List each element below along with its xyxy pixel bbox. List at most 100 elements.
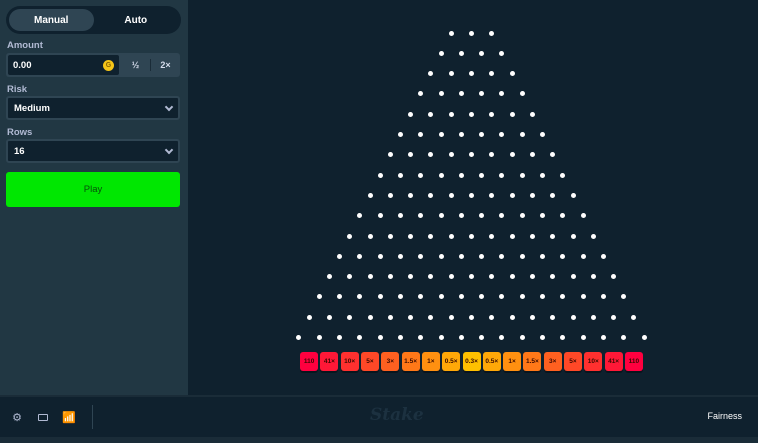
peg — [611, 314, 617, 320]
peg — [509, 274, 515, 280]
peg — [448, 71, 454, 77]
peg — [458, 50, 464, 56]
peg — [438, 294, 444, 300]
peg — [621, 294, 627, 300]
peg — [560, 253, 566, 259]
peg — [357, 213, 363, 219]
peg — [469, 30, 474, 36]
peg — [428, 233, 434, 239]
peg — [438, 172, 444, 178]
peg — [540, 294, 546, 300]
peg — [540, 213, 546, 219]
peg — [367, 314, 373, 320]
peg — [397, 294, 403, 300]
peg — [469, 71, 474, 77]
peg — [621, 335, 627, 340]
multiplier-bucket: 5× — [564, 352, 582, 371]
peg — [387, 314, 393, 320]
peg — [540, 335, 546, 340]
peg — [479, 253, 485, 259]
peg — [540, 132, 546, 137]
peg — [499, 91, 505, 97]
peg — [580, 253, 586, 259]
peg — [590, 233, 596, 239]
peg — [550, 314, 556, 320]
peg — [458, 253, 464, 259]
amount-value: 0.00 — [13, 59, 32, 71]
rows-value: 16 — [14, 145, 25, 157]
rows-select[interactable]: 16 — [6, 139, 180, 163]
half-button[interactable]: ½ — [131, 60, 140, 70]
peg — [357, 335, 363, 340]
multiplier-bucket: 1× — [421, 352, 440, 371]
peg — [499, 253, 505, 259]
multiplier-bucket: 41× — [320, 352, 339, 371]
multiplier-bucket: 10× — [584, 352, 603, 371]
peg — [428, 152, 434, 158]
peg — [469, 111, 474, 117]
peg — [469, 192, 474, 198]
multiplier-bucket: 0.5× — [482, 352, 501, 371]
peg — [560, 294, 566, 300]
peg — [428, 192, 434, 198]
play-button[interactable]: Play — [6, 172, 180, 207]
peg — [641, 335, 647, 340]
peg — [560, 172, 566, 178]
peg — [458, 91, 464, 97]
peg — [367, 192, 373, 198]
peg — [458, 335, 464, 340]
peg — [367, 233, 373, 239]
peg — [306, 314, 312, 320]
peg — [408, 314, 414, 320]
peg — [479, 132, 485, 137]
peg — [418, 213, 424, 219]
tab-manual[interactable]: Manual — [9, 9, 94, 31]
peg — [347, 314, 353, 320]
peg — [337, 253, 343, 259]
peg — [397, 132, 403, 137]
coin-icon: G — [103, 60, 114, 71]
peg — [560, 213, 566, 219]
double-button[interactable]: 2× — [160, 60, 171, 70]
peg — [397, 335, 403, 340]
peg — [438, 213, 444, 219]
amount-input[interactable]: 0.00 G — [8, 55, 119, 75]
peg — [529, 111, 535, 117]
fairness-link[interactable]: Fairness — [707, 411, 742, 421]
peg — [408, 233, 414, 239]
peg — [469, 152, 474, 158]
multiplier-bucket: 110 — [300, 352, 319, 371]
peg — [347, 233, 353, 239]
peg — [296, 335, 302, 340]
peg — [418, 132, 424, 137]
chevron-down-icon — [164, 145, 174, 154]
theatre-mode-icon[interactable] — [30, 413, 56, 421]
multiplier-bucket: 0.5× — [442, 352, 461, 371]
peg — [438, 253, 444, 259]
plinko-board: 110 41× 10× 5× 3× 1.5× 1× 0.5× 0.3× 0.5× 1× 1.5× 3× 5… — [188, 0, 758, 395]
peg — [479, 335, 485, 340]
peg — [438, 50, 444, 56]
peg — [387, 152, 393, 158]
peg — [499, 294, 505, 300]
peg — [479, 213, 485, 219]
peg — [529, 152, 535, 158]
peg — [377, 213, 383, 219]
peg — [489, 192, 495, 198]
peg — [387, 233, 393, 239]
tab-auto[interactable]: Auto — [124, 14, 148, 26]
peg — [519, 91, 525, 97]
peg — [580, 335, 586, 340]
peg — [550, 152, 556, 158]
settings-icon[interactable]: ⚙ — [12, 411, 22, 424]
rows-label: Rows — [7, 127, 33, 138]
multiplier-bucket: 0.3× — [462, 352, 481, 371]
stats-icon[interactable]: 📶 — [62, 411, 76, 424]
peg — [560, 335, 566, 340]
peg — [326, 314, 332, 320]
peg — [499, 172, 505, 178]
risk-select[interactable]: Medium — [6, 96, 180, 120]
peg — [479, 91, 485, 97]
chevron-down-icon — [164, 102, 174, 111]
multiplier-bucket: 5× — [361, 352, 379, 371]
